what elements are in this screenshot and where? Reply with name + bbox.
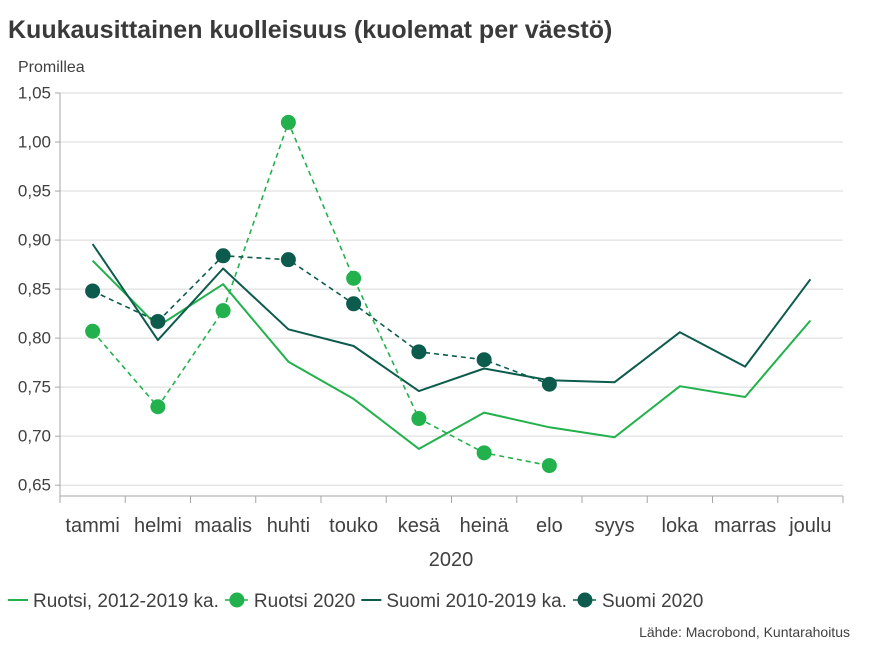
x-tick-label: helmi — [134, 515, 182, 537]
x-tick-label: touko — [329, 515, 378, 537]
data-point-marker — [411, 411, 427, 427]
x-tick-label: kesä — [398, 515, 441, 537]
legend-swatch-marker — [229, 592, 245, 608]
data-point-marker — [215, 303, 231, 319]
legend-swatch-marker — [577, 592, 593, 608]
series-line — [91, 243, 812, 393]
y-tick-label: 0,90 — [18, 231, 51, 250]
y-tick-label: 0,70 — [18, 427, 51, 446]
data-point-marker — [150, 399, 166, 415]
x-tick-label: syys — [595, 515, 635, 537]
series-markers — [85, 114, 557, 474]
y-tick-label: 0,80 — [18, 329, 51, 348]
series-line — [91, 121, 550, 467]
data-point-marker — [476, 352, 492, 368]
data-point-marker — [476, 445, 492, 461]
data-point-marker — [215, 248, 231, 264]
data-point-marker — [150, 313, 166, 329]
data-point-marker — [541, 458, 557, 474]
data-point-marker — [280, 114, 296, 130]
axes: 1,05 1,00 0,95 0,90 0,85 0,80 0,75 0,70 0,65 tamm… — [18, 84, 844, 537]
series-line — [92, 255, 550, 385]
data-point-marker — [346, 270, 362, 286]
data-point-marker — [280, 252, 296, 268]
legend-label: Suomi 2010-2019 ka. — [386, 591, 567, 612]
x-tick-label: heinä — [460, 515, 510, 537]
data-point-marker — [85, 323, 101, 339]
series-line — [91, 259, 812, 450]
x-tick-label: loka — [662, 515, 700, 537]
source-note: Lähde: Macrobond, Kuntarahoitus — [639, 624, 850, 640]
y-axis-title: Promillea — [18, 59, 85, 76]
y-tick-label: 0,75 — [18, 378, 51, 397]
x-tick-label: elo — [536, 515, 563, 537]
x-axis-title: 2020 — [429, 549, 474, 571]
chart-title: Kuukausittainen kuolleisuus (kuolemat pe… — [8, 16, 612, 44]
y-tick-label: 1,00 — [18, 133, 51, 152]
y-tick-label: 0,85 — [18, 280, 51, 299]
legend-label: Ruotsi, 2012-2019 ka. — [33, 591, 219, 612]
legend-label: Ruotsi 2020 — [254, 591, 355, 612]
gridlines — [60, 92, 843, 486]
series-lines — [91, 121, 812, 467]
data-point-marker — [346, 296, 362, 312]
legend-label: Suomi 2020 — [602, 591, 703, 612]
x-tick-label: marras — [714, 515, 776, 537]
x-tick-label: huhti — [267, 515, 310, 537]
y-tick-label: 1,05 — [18, 84, 51, 103]
x-tick-label: joulu — [788, 515, 831, 537]
y-tick-label: 0,95 — [18, 182, 51, 201]
legend: Ruotsi, 2012-2019 ka. Ruotsi 2020 Suomi 20… — [8, 591, 703, 612]
y-tick-label: 0,65 — [18, 476, 51, 495]
data-point-marker — [541, 376, 557, 392]
x-tick-label: tammi — [65, 515, 119, 537]
data-point-marker — [411, 344, 427, 360]
data-point-marker — [85, 283, 101, 299]
x-tick-label: maalis — [194, 515, 252, 537]
